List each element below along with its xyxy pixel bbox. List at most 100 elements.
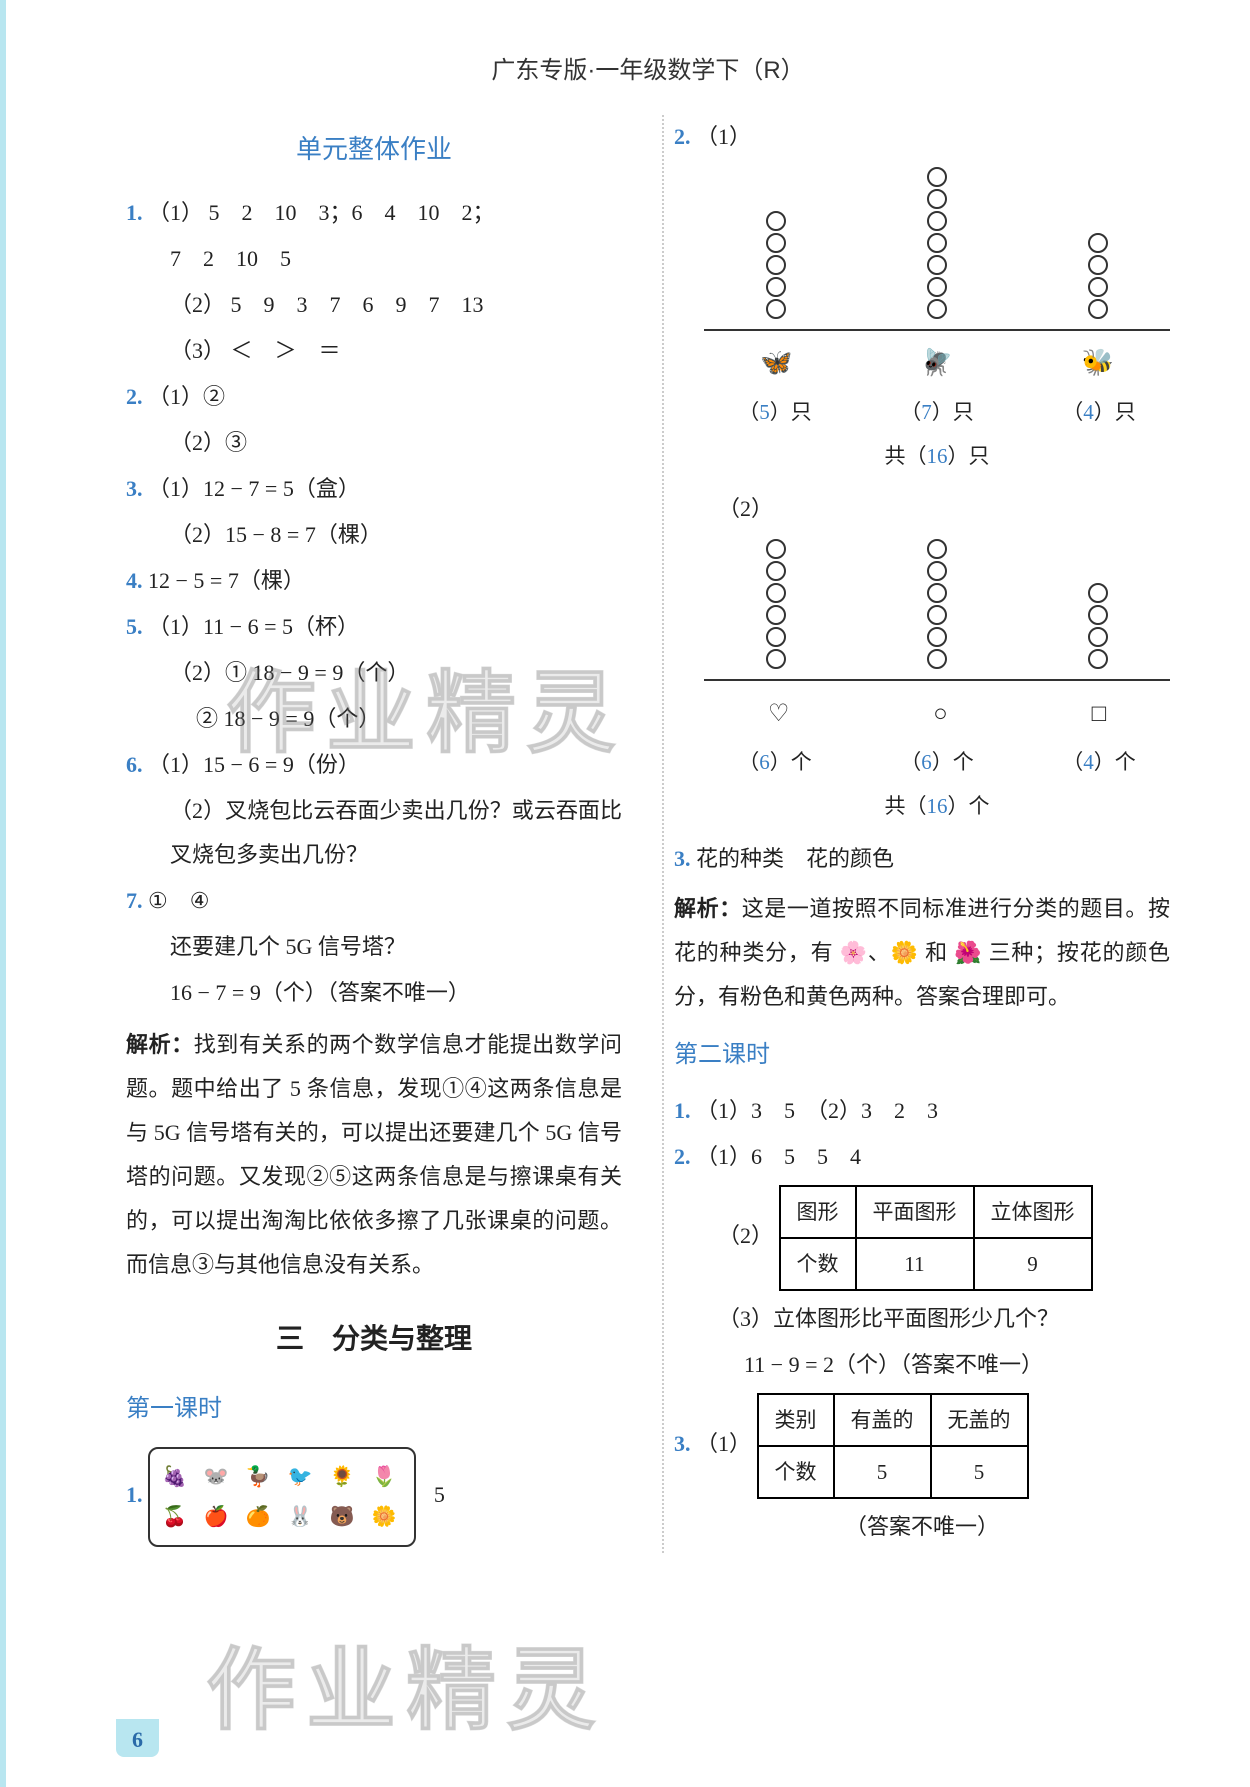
tally1-icons: 🦋 🪰 🐝 bbox=[704, 331, 1170, 389]
tally-circle bbox=[1088, 299, 1108, 319]
q1-p1-text2: 7 2 10 5 bbox=[126, 237, 622, 281]
r-q2-p1-label: （1） bbox=[696, 124, 751, 149]
square-icon bbox=[1092, 687, 1107, 739]
l2-q3-label: 3. bbox=[674, 1431, 691, 1456]
q5: 5. （1）11 − 6 = 5（杯） bbox=[126, 605, 622, 649]
lid-table: 类别 有盖的 无盖的 个数 5 5 bbox=[757, 1393, 1029, 1499]
tally-circle bbox=[766, 561, 786, 581]
q2-label: 2. bbox=[126, 384, 143, 409]
q1: 1. （1） 5 2 10 3；6 4 10 2； bbox=[126, 191, 622, 235]
l2-q1: 1. （1）3 5 （2）3 2 3 bbox=[674, 1089, 1170, 1133]
tally2-columns bbox=[704, 535, 1170, 681]
q7: 7. ① ④ bbox=[126, 879, 622, 923]
tally-circle bbox=[1088, 277, 1108, 297]
tally-chart-1: 🦋 🪰 🐝 （5）只 （7）只 （4）只 共（16）只 bbox=[704, 163, 1170, 477]
tally-circle bbox=[927, 299, 947, 319]
tally-chart-2: （6）个 （6）个 （4）个 共（16）个 bbox=[704, 535, 1170, 827]
shapes-table: 图形 平面图形 立体图形 个数 11 9 bbox=[779, 1185, 1093, 1291]
q6: 6. （1）15 − 6 = 9（份） bbox=[126, 743, 622, 787]
lesson2-label: 第二课时 bbox=[674, 1031, 1170, 1079]
l1-q1-label: 1. bbox=[126, 1482, 143, 1507]
butterfly-icon: 🦋 bbox=[760, 337, 792, 389]
left-column: 单元整体作业 1. （1） 5 2 10 3；6 4 10 2； 7 2 10 … bbox=[126, 115, 632, 1553]
q6-label: 6. bbox=[126, 752, 143, 777]
page-header: 广东专版·一年级数学下（R） bbox=[126, 50, 1170, 85]
q2: 2. （1）② bbox=[126, 375, 622, 419]
tally-circle bbox=[1088, 233, 1108, 253]
q4-label: 4. bbox=[126, 568, 143, 593]
tally-circle bbox=[1088, 605, 1108, 625]
q1-label: 1. bbox=[126, 200, 143, 225]
analysis-left: 解析：找到有关系的两个数学信息才能提出数学问题。题中给出了 5 条信息，发现①④… bbox=[126, 1023, 622, 1287]
watermark-2: 作业精灵 bbox=[206, 1617, 606, 1747]
analysis-label-r: 解析： bbox=[674, 896, 742, 921]
circle-icon bbox=[933, 687, 948, 739]
q5-p2: （2）① 18 − 9 = 9（个） bbox=[126, 651, 622, 695]
section-3-title: 三 分类与整理 bbox=[126, 1311, 622, 1367]
q3-p2: （2）15 − 8 = 7（棵） bbox=[126, 513, 622, 557]
analysis-text: 找到有关系的两个数学信息才能提出数学问题。题中给出了 5 条信息，发现①④这两条… bbox=[126, 1032, 622, 1277]
l2-q2-p3b: 11 − 9 = 2（个）（答案不唯一） bbox=[674, 1343, 1170, 1387]
tally-circle bbox=[927, 583, 947, 603]
tally-circle bbox=[927, 255, 947, 275]
tally-column bbox=[1088, 539, 1108, 669]
tally-column bbox=[766, 539, 786, 669]
tally1-columns bbox=[704, 163, 1170, 331]
page: 广东专版·一年级数学下（R） 单元整体作业 1. （1） 5 2 10 3；6 … bbox=[0, 0, 1250, 1787]
table-row: 个数 11 9 bbox=[780, 1238, 1092, 1290]
tally-circle bbox=[927, 539, 947, 559]
analysis-right: 解析：这是一道按照不同标准进行分类的题目。按花的种类分，有 🌸、🌼 和 🌺 三种… bbox=[674, 887, 1170, 1019]
table-row: 图形 平面图形 立体图形 bbox=[780, 1186, 1092, 1238]
tally-circle bbox=[766, 277, 786, 297]
tally-circle bbox=[766, 211, 786, 231]
icon-row-1: 🍇 🐭 🦆 🐦 🌻 🌷 bbox=[162, 1466, 402, 1488]
tally1-labels: （5）只 （7）只 （4）只 bbox=[704, 389, 1170, 435]
tally-circle bbox=[766, 299, 786, 319]
r-q2: 2. （1） bbox=[674, 115, 1170, 159]
bee-icon: 🐝 bbox=[1081, 337, 1113, 389]
analysis-label: 解析： bbox=[126, 1032, 194, 1057]
q7-l3: 16 − 7 = 9（个）（答案不唯一） bbox=[126, 971, 622, 1015]
tally2-icons bbox=[704, 681, 1170, 739]
l2-q2-label: 2. bbox=[674, 1144, 691, 1169]
q3-label: 3. bbox=[126, 476, 143, 501]
l2-q3: 3. （1） 类别 有盖的 无盖的 个数 5 5 bbox=[674, 1389, 1170, 1503]
l2-q2: 2. （1）6 5 5 4 bbox=[674, 1135, 1170, 1179]
q1-p1-label: （1） bbox=[148, 200, 203, 225]
icon-box: 🍇 🐭 🦆 🐦 🌻 🌷 🍒 🍎 🍊 🐰 🐻 🌼 bbox=[148, 1447, 416, 1547]
q1-p2: （2） 5 9 3 7 6 9 7 13 bbox=[126, 283, 622, 327]
dragonfly-icon: 🪰 bbox=[921, 337, 953, 389]
tally2-labels: （6）个 （6）个 （4）个 bbox=[704, 739, 1170, 785]
q3: 3. （1）12 − 7 = 5（盒） bbox=[126, 467, 622, 511]
tally-circle bbox=[766, 255, 786, 275]
tally-circle bbox=[927, 277, 947, 297]
tally-circle bbox=[766, 649, 786, 669]
tally-circle bbox=[766, 539, 786, 559]
tally-circle bbox=[1088, 255, 1108, 275]
q1-p3: （3） ＜ ＞ ＝ bbox=[126, 329, 622, 373]
tally-circle bbox=[927, 627, 947, 647]
q6-p2: （2）叉烧包比云吞面少卖出几份？或云吞面比叉烧包多卖出几份？ bbox=[126, 789, 622, 877]
tally-circle bbox=[927, 649, 947, 669]
q5-p3: ② 18 − 9 = 9（个） bbox=[126, 697, 622, 741]
q7-label: 7. bbox=[126, 888, 143, 913]
tally-circle bbox=[1088, 649, 1108, 669]
l1-q1: 1. 🍇 🐭 🦆 🐦 🌻 🌷 🍒 🍎 🍊 🐰 🐻 🌼 5 bbox=[126, 1443, 622, 1551]
content-columns: 单元整体作业 1. （1） 5 2 10 3；6 4 10 2； 7 2 10 … bbox=[126, 115, 1170, 1553]
right-column: 2. （1） 🦋 🪰 🐝 （5）只 （7）只 （4）只 共（16）只 bbox=[662, 115, 1170, 1553]
l2-q2-p3: （3）立体图形比平面图形少几个？ bbox=[674, 1297, 1170, 1341]
heart-icon bbox=[768, 687, 790, 739]
tally-column bbox=[927, 167, 947, 319]
r-q2-p2-label: （2） bbox=[674, 487, 1170, 531]
r-q3-label: 3. bbox=[674, 846, 691, 871]
q5-label: 5. bbox=[126, 614, 143, 639]
tally-circle bbox=[927, 211, 947, 231]
tally-circle bbox=[927, 167, 947, 187]
tally-circle bbox=[766, 605, 786, 625]
l2-q2-p2: （2） 图形 平面图形 立体图形 个数 11 9 bbox=[674, 1181, 1170, 1295]
icon-row-2: 🍒 🍎 🍊 🐰 🐻 🌼 bbox=[162, 1506, 402, 1528]
unit-title: 单元整体作业 bbox=[126, 123, 622, 175]
tally-circle bbox=[927, 561, 947, 581]
q2-p2: （2）③ bbox=[126, 421, 622, 465]
tally-circle bbox=[1088, 583, 1108, 603]
